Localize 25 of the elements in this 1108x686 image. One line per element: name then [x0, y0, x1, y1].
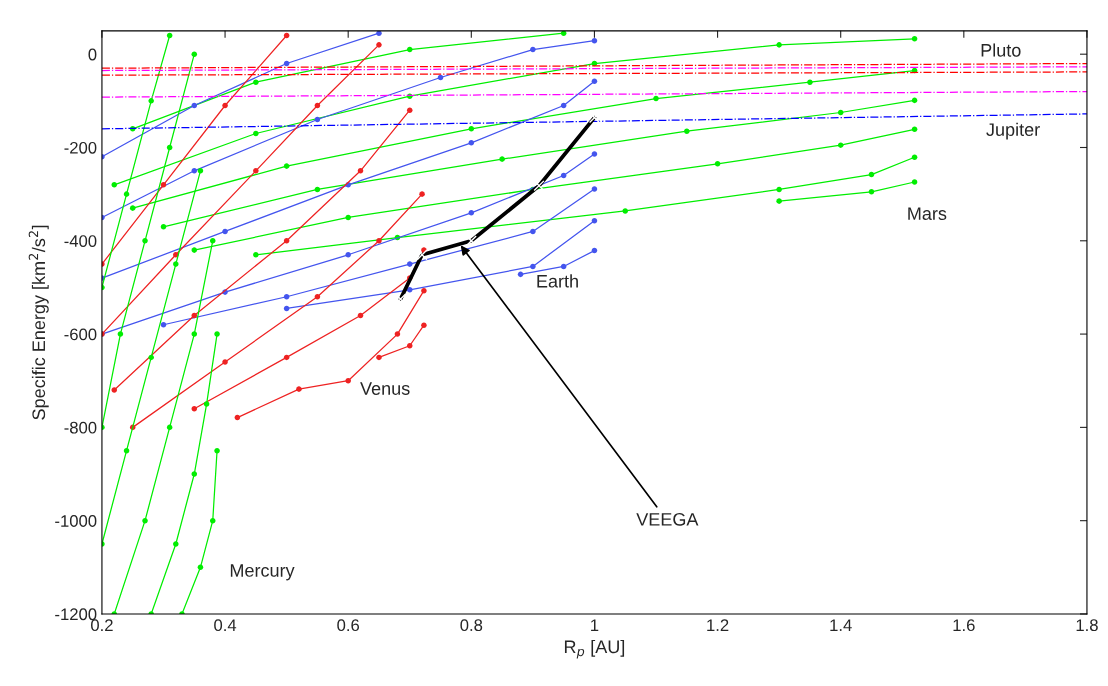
x-tick-label: 1.8 — [1076, 619, 1098, 632]
x-tick-label: 0.8 — [460, 619, 483, 632]
annotation: Mercury — [230, 564, 295, 581]
y-tick-label: -800 — [64, 421, 97, 434]
y-tick-label: -1000 — [55, 515, 97, 527]
annotation: VEEGA — [636, 512, 699, 526]
x-axis-title: R$_{p}$ [AU] — [564, 639, 625, 659]
x-tick-label: 0.6 — [337, 619, 360, 632]
x-tick-label: 0.2 — [91, 619, 113, 632]
y-tick-label: -400 — [64, 235, 97, 247]
annotation: Jupiter — [986, 122, 1040, 140]
x-tick-label: 1.4 — [830, 619, 852, 631]
annotation: Pluto — [981, 43, 1021, 57]
y-axis-title: Specific Energy [km$^{2}$/s$^{2}$] — [28, 225, 49, 420]
annotation: Earth — [537, 274, 578, 288]
x-tick-label: 1.6 — [953, 619, 975, 632]
annotation: Mars — [908, 207, 947, 220]
y-tick-label: -600 — [64, 328, 97, 341]
y-tick-label: 0 — [88, 48, 97, 61]
y-tick-label: -1200 — [55, 608, 97, 621]
x-tick-label: 1.2 — [707, 619, 729, 631]
annotation: Venus — [360, 382, 410, 395]
y-tick-label: -200 — [64, 141, 97, 154]
x-tick-label: 1 — [591, 619, 599, 631]
x-tick-label: 0.4 — [214, 619, 237, 632]
